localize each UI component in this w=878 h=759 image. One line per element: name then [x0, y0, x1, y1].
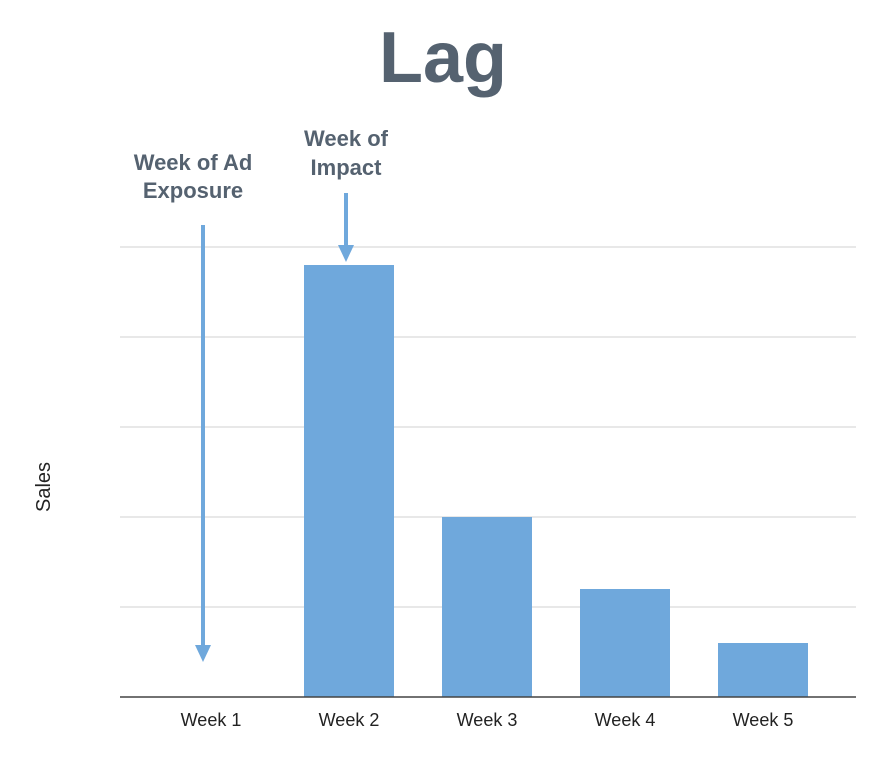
annotation-impact: Week of Impact: [303, 125, 390, 182]
annotation-ad-exposure: Week of Ad Exposure: [132, 149, 253, 205]
arrow-ad-exposure-head: [195, 645, 211, 662]
annotation-impact-line2: Impact: [311, 155, 383, 180]
annotation-impact-line1: Week of: [304, 126, 389, 151]
gridlines: [120, 246, 856, 608]
annotation-ad-exposure-line2: Exposure: [143, 178, 243, 203]
x-tick-label: Week 3: [457, 710, 518, 730]
chart-title: Lag: [379, 18, 507, 98]
x-tick-label: Week 5: [733, 710, 794, 730]
arrow-impact-head: [338, 245, 354, 262]
y-axis-label: Sales: [33, 462, 55, 512]
x-tick-label: Week 1: [181, 710, 242, 730]
bar-week-2: [304, 265, 394, 697]
bar-week-4: [580, 589, 670, 697]
x-tick-labels: Week 1 Week 2 Week 3 Week 4 Week 5: [181, 710, 794, 730]
annotation-ad-exposure-line1: Week of Ad: [134, 150, 253, 175]
x-tick-label: Week 2: [319, 710, 380, 730]
bars: [304, 265, 808, 697]
arrow-impact: [338, 193, 354, 262]
x-tick-label: Week 4: [595, 710, 656, 730]
bar-week-5: [718, 643, 808, 697]
bar-week-3: [442, 517, 532, 697]
arrow-ad-exposure: [195, 225, 211, 662]
